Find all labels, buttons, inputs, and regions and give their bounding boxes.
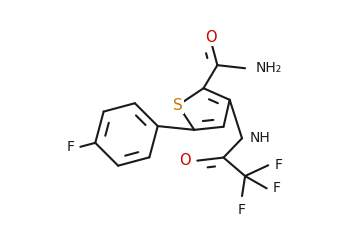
Text: NH₂: NH₂ bbox=[256, 61, 282, 75]
Text: NH: NH bbox=[250, 131, 270, 145]
Text: O: O bbox=[205, 30, 217, 45]
Text: O: O bbox=[179, 153, 190, 168]
Text: F: F bbox=[273, 181, 281, 195]
Text: F: F bbox=[66, 140, 74, 154]
Text: S: S bbox=[173, 98, 183, 113]
Text: F: F bbox=[274, 158, 282, 172]
Text: F: F bbox=[238, 203, 246, 217]
